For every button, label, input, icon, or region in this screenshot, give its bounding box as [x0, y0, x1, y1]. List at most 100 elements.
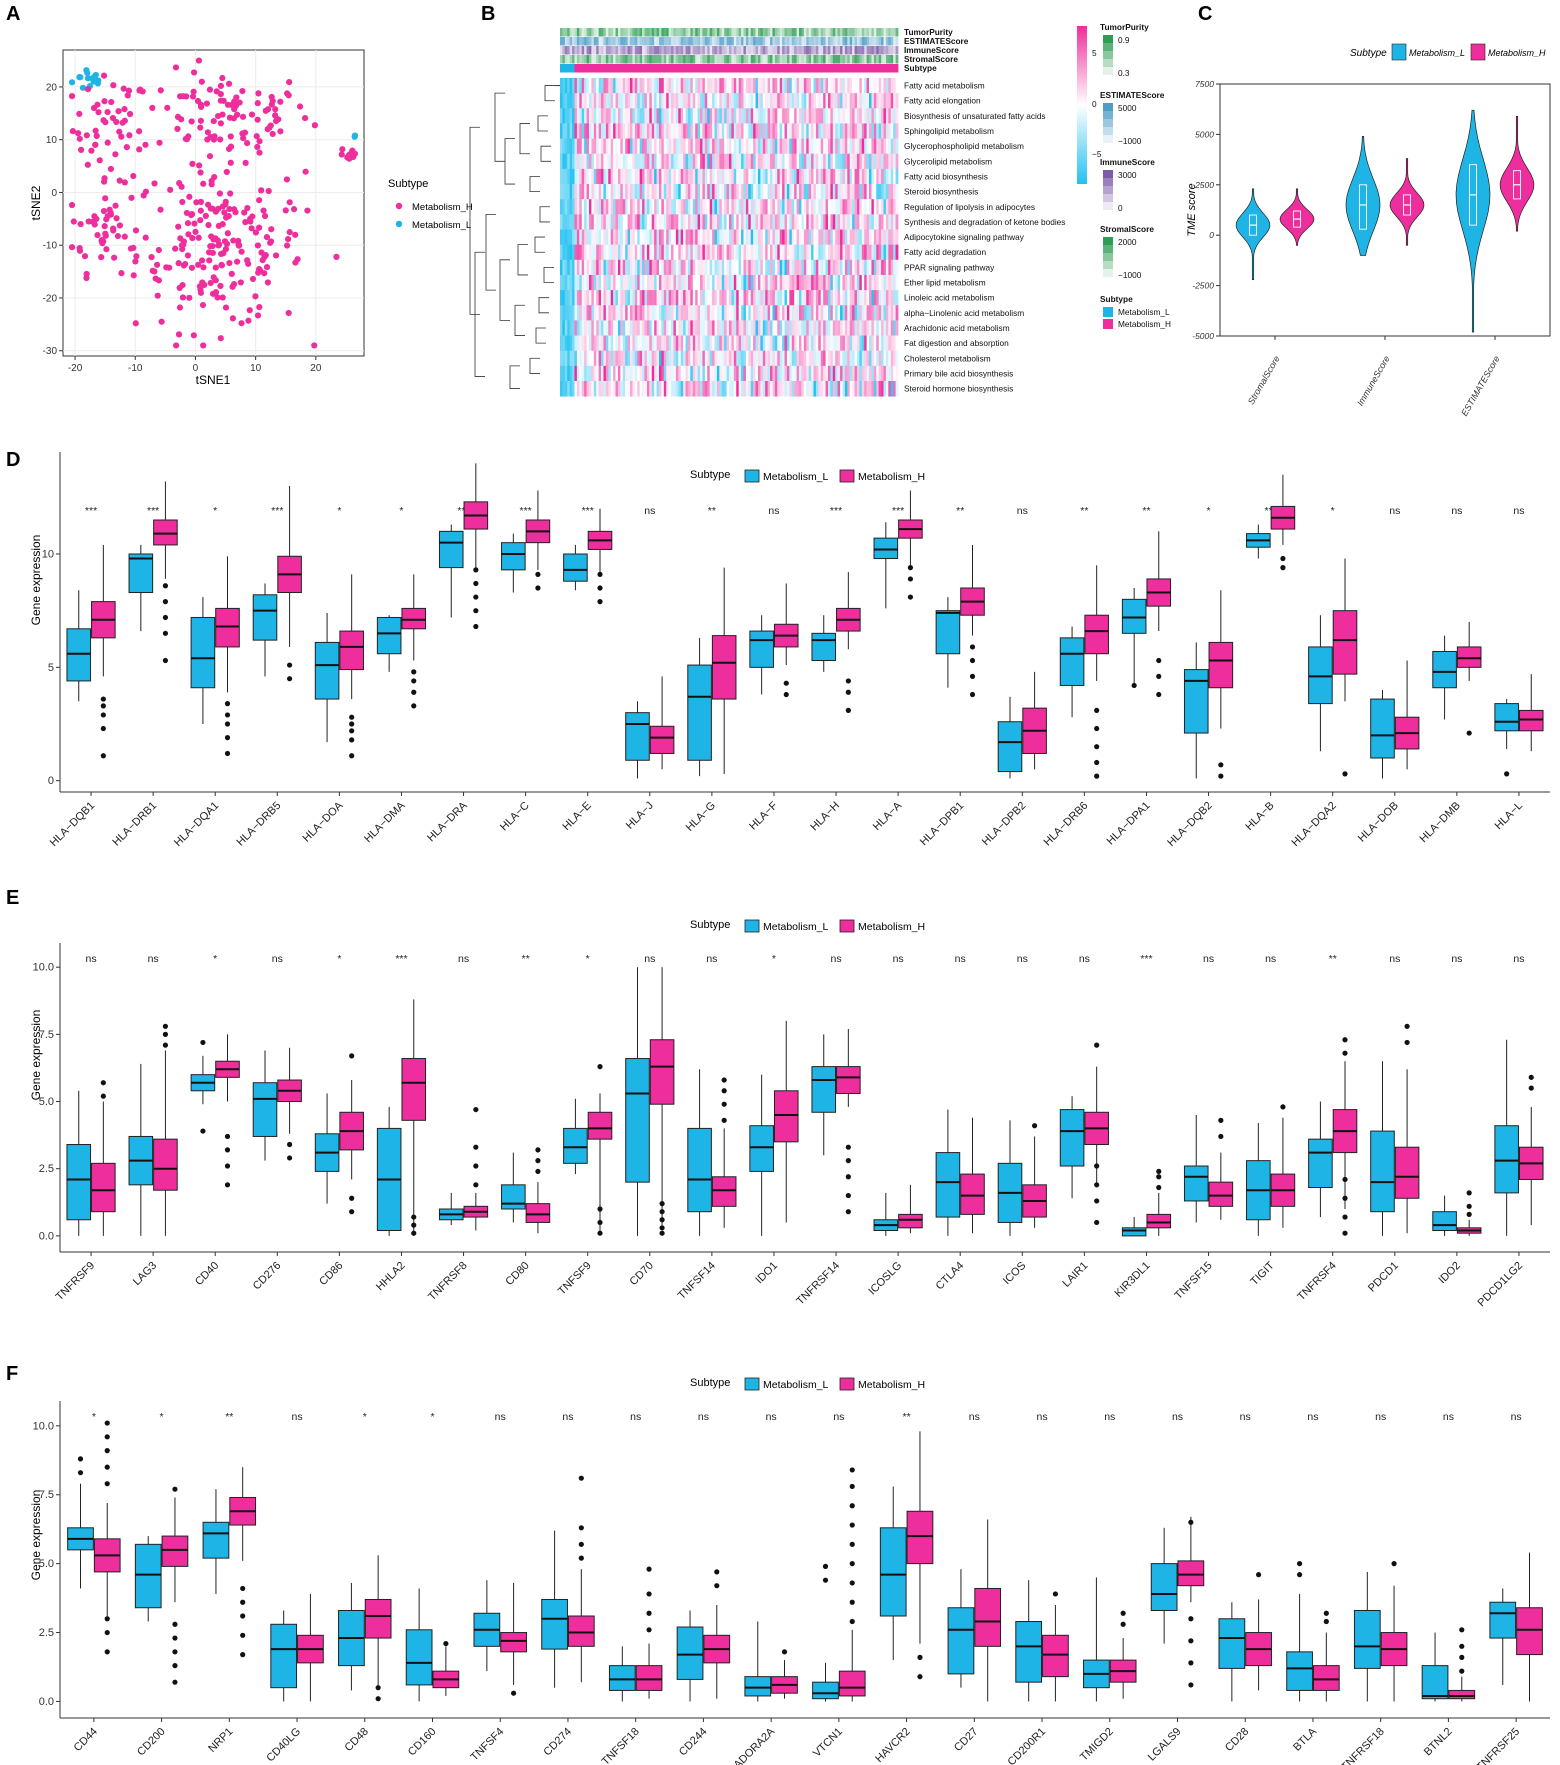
heatmap-cell: [567, 78, 571, 94]
annotation-cell: [630, 28, 633, 37]
heatmap-cell: [799, 184, 802, 200]
heatmap-cell: [680, 108, 684, 124]
box: [1518, 709, 1544, 732]
subtype-annotation-cell: [695, 64, 699, 73]
annotation-cell: [702, 46, 706, 55]
heatmap-cell: [827, 259, 831, 276]
annotation-cell: [593, 46, 597, 55]
subtype-annotation-cell: [649, 64, 653, 73]
annotation-cell: [808, 28, 812, 37]
heatmap-cell: [695, 123, 699, 139]
annotation-cell: [895, 55, 899, 64]
outlier-point: [104, 1464, 110, 1470]
x-tick-label: LAG3: [131, 1260, 159, 1288]
heatmap-cell: [562, 350, 566, 367]
outlier-point: [1342, 1050, 1348, 1056]
heatmap-cell: [569, 290, 573, 306]
heatmap-cell: [671, 259, 674, 276]
y-tick-label: 5: [48, 662, 54, 674]
heatmap-cell: [815, 320, 819, 336]
subtype-annotation-cell: [729, 64, 732, 73]
heatmap-cell: [808, 199, 812, 215]
heatmap-cell: [779, 184, 783, 200]
heatmap-cell: [799, 108, 802, 124]
annotation-cell: [856, 46, 860, 55]
heatmap-cell: [837, 365, 841, 382]
heatmap-cell: [842, 290, 846, 306]
heatmap-cell: [615, 78, 619, 94]
heatmap-cell: [803, 290, 807, 306]
annotation-cell: [581, 55, 585, 64]
y-tick-label: 10.0: [33, 1420, 54, 1432]
annotation-cell: [584, 46, 587, 55]
heatmap-cell: [661, 93, 665, 109]
heatmap-cell: [584, 335, 587, 352]
heatmap-cell: [661, 320, 665, 336]
annotation-cell: [637, 46, 641, 55]
annotation-cell: [588, 55, 592, 64]
heatmap-cell: [685, 184, 689, 200]
annotation-cell: [586, 28, 590, 37]
heatmap-cell: [861, 153, 865, 170]
heatmap-cell: [888, 78, 892, 94]
annotation-cell: [736, 28, 740, 37]
heatmap-cell: [854, 214, 858, 230]
heatmap-cell: [564, 78, 568, 94]
heatmap-cell: [799, 168, 802, 185]
heatmap-cell: [622, 259, 626, 276]
significance-label: ***: [830, 505, 842, 517]
heatmap-cell: [837, 350, 841, 367]
heatmap-cell: [866, 229, 870, 246]
heatmap-cell: [736, 350, 740, 367]
heatmap-cell: [700, 229, 703, 246]
tsne-legend-high-label: Metabolism_H: [412, 202, 473, 213]
heatmap-cell: [658, 168, 662, 185]
heatmap-cell: [864, 123, 868, 139]
heatmap-cell: [770, 365, 773, 382]
subtype-annotation-cell: [738, 64, 742, 73]
heatmap-cell: [726, 138, 730, 155]
heatmap-cell: [593, 214, 597, 230]
heatmap-cell: [890, 93, 894, 109]
annotation-cell: [598, 46, 602, 55]
tsne-point: [189, 93, 197, 100]
heatmap-cell: [881, 381, 884, 397]
heatmap-cell: [651, 108, 655, 124]
tsne-point: [175, 260, 182, 267]
heatmap-cell: [791, 123, 795, 139]
heatmap-cell: [895, 108, 899, 124]
y-tick-label: 5.0: [39, 1558, 54, 1570]
heatmap-cells: [560, 78, 899, 397]
outlier-point: [77, 1470, 84, 1476]
heatmap-cell: [581, 108, 585, 124]
annotation-cell: [745, 28, 749, 37]
heatmap-cell: [803, 320, 807, 336]
heatmap-cell: [642, 93, 645, 109]
heatmap-cell: [784, 214, 788, 230]
heatmap-cell: [654, 365, 657, 382]
heatmap-cell: [581, 229, 585, 246]
heatmap-cell: [697, 305, 701, 321]
heatmap-cell: [801, 123, 805, 139]
heatmap-cell: [827, 138, 831, 155]
annotation-cell: [642, 55, 645, 64]
heatmap-cell: [885, 123, 889, 139]
heatmap-cell: [649, 199, 653, 215]
heatmap-cell: [593, 153, 597, 170]
x-tick-label: HLA−DQB2: [1165, 800, 1214, 849]
heatmap-cell: [760, 184, 764, 200]
annotation-cell: [731, 55, 735, 64]
heatmap-cell: [777, 123, 781, 139]
heatmap-cell: [827, 168, 831, 185]
heatmap-cell: [770, 320, 773, 336]
heatmap-cell: [770, 184, 773, 200]
heatmap-cell: [789, 78, 793, 94]
heatmap-cell: [736, 305, 740, 321]
tsne-point: [151, 180, 158, 187]
dendrogram-branch: [540, 145, 551, 162]
heatmap-cell: [791, 93, 795, 109]
annotation-cell: [786, 46, 790, 55]
subtype-annotation-cell: [876, 64, 880, 73]
heatmap-row-label: Linoleic acid metabolism: [904, 293, 994, 303]
subtype-annotation-cell: [598, 64, 602, 73]
